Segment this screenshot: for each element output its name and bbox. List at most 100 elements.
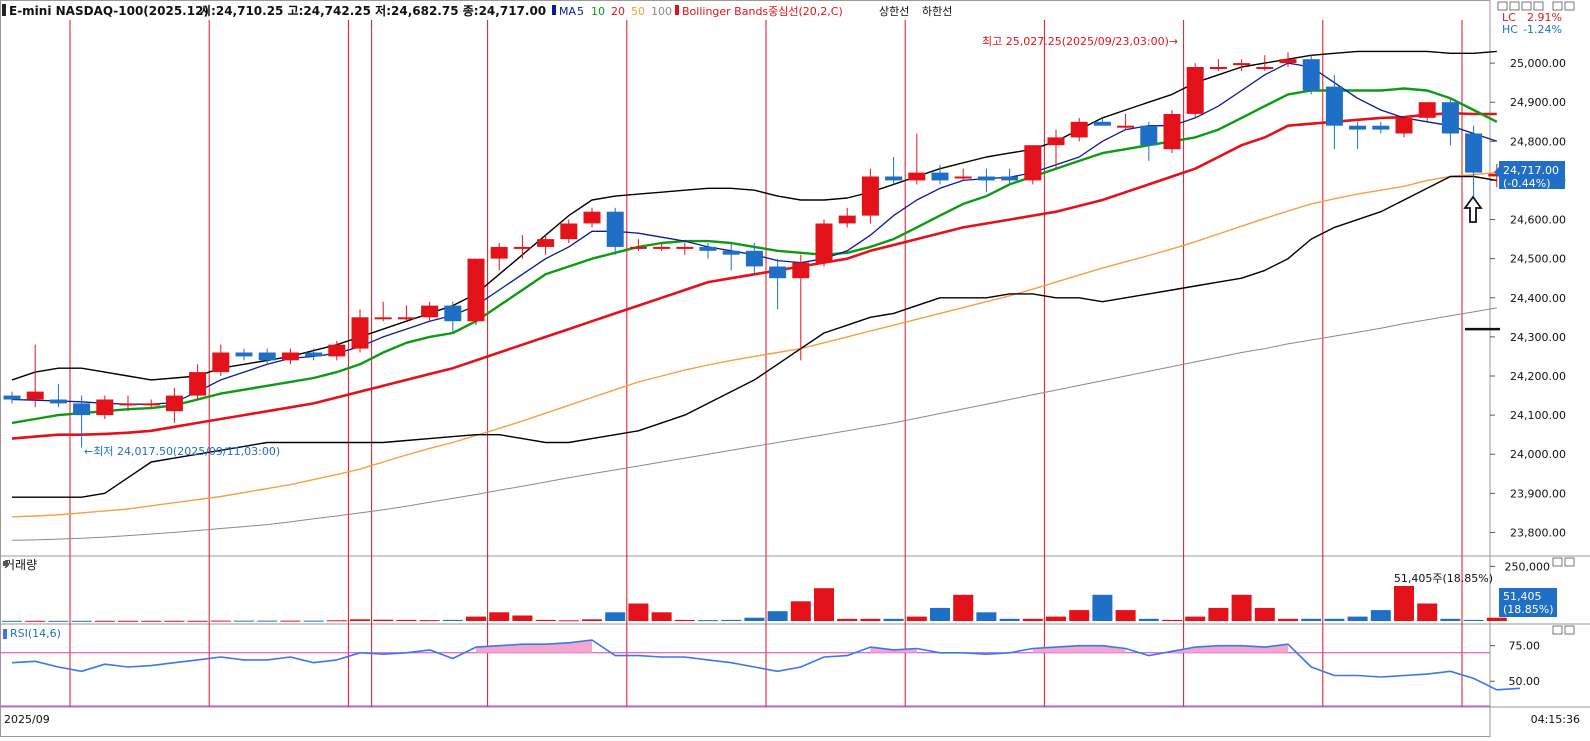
rsi-legend-marker xyxy=(3,629,7,639)
candle-body xyxy=(1349,125,1367,130)
candle-body xyxy=(1140,125,1158,146)
volume-bar xyxy=(442,619,463,621)
candle-body xyxy=(212,352,230,373)
ma100-line xyxy=(11,307,1497,541)
symbol-title: E-mini NASDAQ-100(2025.12) xyxy=(9,4,209,18)
candle-body xyxy=(73,403,91,416)
ma-legend-label[interactable]: MA xyxy=(559,5,576,18)
volume-bar xyxy=(1092,594,1113,621)
candle-body xyxy=(1186,67,1204,114)
candle-body xyxy=(792,262,810,279)
volume-bar xyxy=(1417,603,1438,621)
candle-body xyxy=(838,215,856,224)
candle-body xyxy=(1465,133,1483,173)
restore-icon[interactable] xyxy=(1552,557,1563,567)
volume-bar xyxy=(1463,619,1484,621)
volume-bar xyxy=(837,618,858,621)
ma5-legend[interactable]: 5 xyxy=(577,5,584,18)
volume-bar xyxy=(883,618,904,621)
close-icon[interactable] xyxy=(1564,557,1575,567)
volume-bar xyxy=(860,618,881,621)
hc-label: HC xyxy=(1502,23,1518,36)
candle-body xyxy=(119,403,137,406)
candle-body xyxy=(281,352,299,361)
price-tick-label: 25,000.00 xyxy=(1510,57,1566,70)
candle-body xyxy=(560,223,578,240)
low-annotation: ←최저 24,017.50(2025/09/11,03:00) xyxy=(84,445,280,458)
window-button-icon[interactable] xyxy=(1497,1,1508,11)
window-button-icon[interactable] xyxy=(1533,1,1544,11)
volume-panel-title: 거래량 xyxy=(4,558,37,572)
session-lines xyxy=(69,20,1463,707)
candle-body xyxy=(513,246,531,249)
volume-bar xyxy=(164,620,185,622)
candle-body xyxy=(722,250,740,255)
candle-body xyxy=(629,246,647,249)
ma20-legend[interactable]: 20 xyxy=(611,5,625,18)
window-button-icon[interactable] xyxy=(1521,1,1532,11)
candle-body xyxy=(699,246,717,251)
rsi-overbought-fill xyxy=(1172,644,1288,653)
ma100-legend[interactable]: 100 xyxy=(651,5,672,18)
candle-body xyxy=(189,372,207,396)
panel-grip-icon[interactable] xyxy=(3,561,8,566)
rsi-panel-title: RSI(14,6) xyxy=(10,627,61,640)
volume-bar xyxy=(721,619,742,621)
volume-bar xyxy=(1185,616,1206,621)
volume-bar xyxy=(674,619,695,621)
candle-body xyxy=(1209,67,1227,69)
ma10-legend[interactable]: 10 xyxy=(591,5,605,18)
high-annotation: 최고 25,027.25(2025/09/23,03:00)→ xyxy=(982,35,1178,48)
candle-body xyxy=(745,250,763,267)
bb-upper-legend[interactable]: 상한선 xyxy=(879,5,909,18)
rsi-line xyxy=(11,639,1521,691)
last-price-change: (-0.44%) xyxy=(1503,177,1551,190)
volume-bar xyxy=(1370,610,1391,621)
candle-body xyxy=(490,246,508,259)
volume-bar xyxy=(814,588,834,621)
bb-lower-legend[interactable]: 하한선 xyxy=(922,4,952,18)
price-tick-label: 24,000.00 xyxy=(1510,448,1566,461)
candle-body xyxy=(977,176,995,181)
volume-bar xyxy=(48,620,69,622)
candle-body xyxy=(1163,114,1181,150)
volume-bar xyxy=(1208,607,1229,621)
candle-body xyxy=(931,172,949,181)
volume-bar xyxy=(466,616,486,621)
volume-bar xyxy=(141,620,162,622)
restore-icon[interactable] xyxy=(1552,1,1563,11)
volume-bar xyxy=(280,620,301,622)
volume-bar xyxy=(2,620,22,622)
volume-tick-label: 250,000 xyxy=(1505,560,1551,573)
candle-body xyxy=(908,172,926,181)
restore-icon[interactable] xyxy=(1552,625,1563,635)
volume-bar xyxy=(953,594,974,621)
volume-bar xyxy=(187,620,208,622)
candle-body xyxy=(26,391,44,400)
volume-bar xyxy=(582,619,602,621)
candle-body xyxy=(421,305,439,318)
volume-bar xyxy=(999,618,1020,621)
candle-body xyxy=(815,223,833,263)
window-button-icon[interactable] xyxy=(1509,1,1520,11)
ohlc-readout: 시:24,710.25 고:24,742.25 저:24,682.75 종:24… xyxy=(200,3,546,18)
candle-body xyxy=(1279,59,1297,64)
bollinger-lower-line xyxy=(12,175,1497,498)
volume-bar xyxy=(1022,618,1043,621)
candle-body xyxy=(1047,137,1065,146)
volume-bar xyxy=(1278,618,1298,621)
bb-legend-label[interactable]: Bollinger Bands중심선(20,2,C) xyxy=(682,5,843,18)
last-price-pointer-icon xyxy=(1494,167,1499,177)
close-icon[interactable] xyxy=(1564,1,1575,11)
volume-bar xyxy=(767,611,788,621)
time-axis-date: 2025/09 xyxy=(4,713,50,726)
volume-bar xyxy=(419,620,440,622)
time-axis-clock: 04:15:36 xyxy=(1531,713,1580,726)
candle-body xyxy=(1070,121,1088,138)
volume-bar xyxy=(1440,618,1461,621)
ma50-legend[interactable]: 50 xyxy=(631,5,645,18)
volume-bar xyxy=(94,620,115,622)
close-icon[interactable] xyxy=(1564,625,1575,635)
